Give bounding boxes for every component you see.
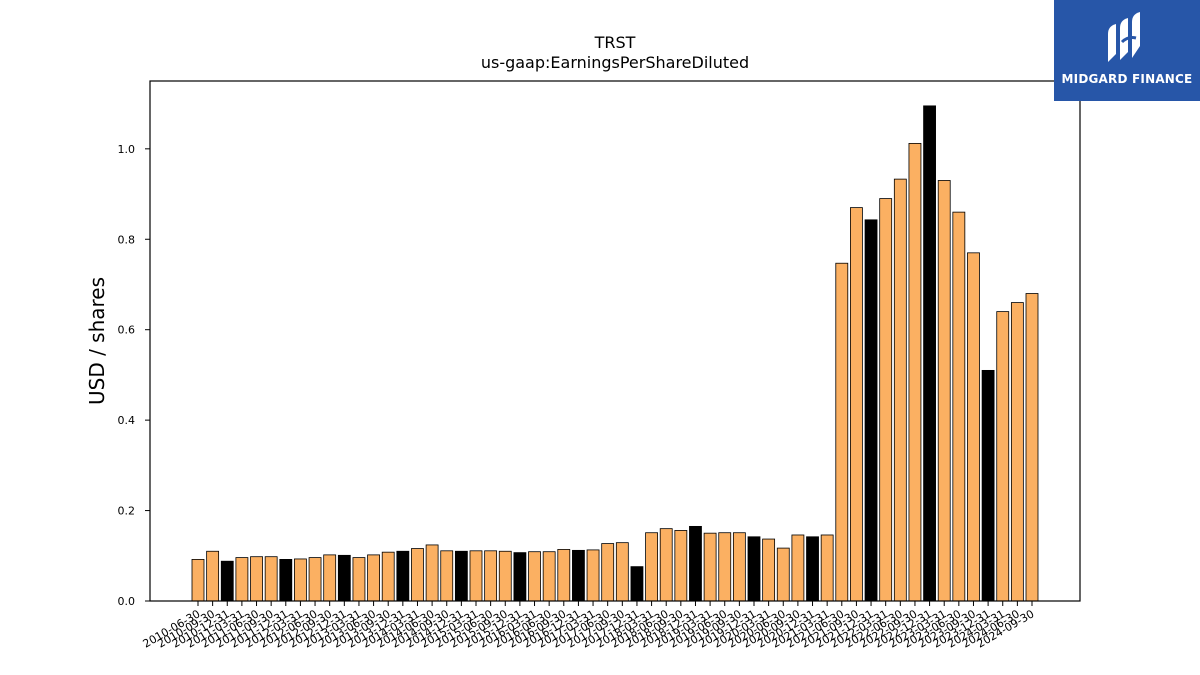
bar-2022-12-31 [923, 105, 936, 602]
bar-2023-03-31 [937, 180, 951, 602]
bar-2018-06-30 [659, 528, 673, 602]
y-tick-label: 0.6 [118, 324, 136, 337]
bar-2023-06-30 [952, 211, 966, 602]
y-tick-label: 0.4 [118, 414, 136, 427]
bar-2016-12-31 [572, 549, 585, 602]
y-axis-ticks: 0.0 0.2 0.4 0.6 0.8 1.0 [118, 143, 150, 608]
bar-2024-03-31 [996, 311, 1010, 602]
bar-2020-06-30 [776, 547, 790, 602]
bar-2022-06-30 [893, 178, 907, 602]
logo-text: MIDGARD FINANCE [1061, 72, 1193, 86]
bar-2013-03-31 [352, 557, 366, 602]
bar-2023-09-30 [967, 252, 980, 602]
bar-2017-12-31 [630, 566, 644, 602]
bar-2017-03-31 [586, 549, 600, 602]
bar-2012-09-30 [323, 554, 337, 602]
y-tick-label: 0.8 [118, 233, 136, 246]
y-axis-label: USD / shares [85, 277, 109, 405]
bar-2023-12-31 [981, 369, 995, 602]
bar-2014-06-30 [425, 544, 439, 602]
bar-2018-09-30 [674, 530, 688, 602]
bar-2021-06-30 [835, 262, 849, 602]
bar-2015-12-31 [513, 552, 527, 602]
bar-2013-06-30 [367, 554, 380, 602]
bar-2012-06-30 [308, 557, 322, 602]
y-tick-label: 0.2 [118, 505, 136, 518]
chart-title: TRST [594, 33, 636, 52]
bar-2016-03-31 [528, 551, 541, 602]
bar-2018-12-31 [689, 525, 702, 602]
bar-2022-09-30 [908, 142, 922, 602]
bar-2021-12-31 [864, 219, 878, 602]
bar-2010-09-30 [206, 550, 220, 602]
bar-2020-09-30 [791, 534, 805, 602]
bar-2014-03-31 [411, 548, 424, 602]
bar-2021-03-31 [820, 534, 834, 602]
y-tick-label: 1.0 [118, 143, 136, 156]
bar-2011-03-31 [235, 557, 249, 602]
bar-2019-12-31 [747, 536, 761, 602]
y-tick-label: 0.0 [118, 595, 136, 608]
bar-2020-12-31 [806, 536, 819, 602]
midgard-finance-logo: MIDGARD FINANCE [1054, 0, 1200, 101]
bar-2016-06-30 [542, 551, 556, 602]
bar-2010-12-31 [220, 560, 234, 602]
bar-2012-12-31 [337, 554, 351, 602]
bar-2013-09-30 [381, 551, 395, 602]
bar-2011-12-31 [279, 559, 293, 602]
x-axis-ticks: 2010-06-302010-09-302010-12-312011-03-31… [141, 601, 1037, 651]
bar-2015-09-30 [498, 550, 512, 602]
bar-2011-06-30 [250, 556, 263, 602]
bars-group [191, 105, 1039, 602]
bar-2010-06-30 [191, 559, 205, 602]
bar-2018-03-31 [645, 532, 658, 602]
bar-2012-03-31 [294, 558, 307, 602]
bar-2014-09-30 [440, 550, 454, 602]
bar-2021-09-30 [850, 207, 863, 602]
bar-2015-03-31 [469, 550, 483, 602]
bar-2014-12-31 [454, 550, 468, 602]
bar-2015-06-30 [484, 550, 498, 602]
bar-2024-09-30 [1025, 293, 1039, 602]
chart-subtitle: us-gaap:EarningsPerShareDiluted [481, 53, 749, 72]
bar-2013-12-31 [396, 550, 410, 602]
bar-2020-03-31 [762, 538, 776, 602]
bar-2017-09-30 [615, 542, 629, 602]
bar-2016-09-30 [557, 549, 571, 602]
plot-frame [149, 80, 1081, 602]
bar-2022-03-31 [879, 198, 893, 602]
bar-2011-09-30 [264, 556, 278, 602]
bar-2019-03-31 [703, 532, 717, 602]
bar-2024-06-30 [1010, 302, 1024, 602]
bar-2017-06-30 [601, 543, 615, 602]
midgard-logo-icon [1108, 12, 1140, 62]
bar-2019-09-30 [732, 532, 746, 602]
bar-2019-06-30 [718, 532, 732, 602]
